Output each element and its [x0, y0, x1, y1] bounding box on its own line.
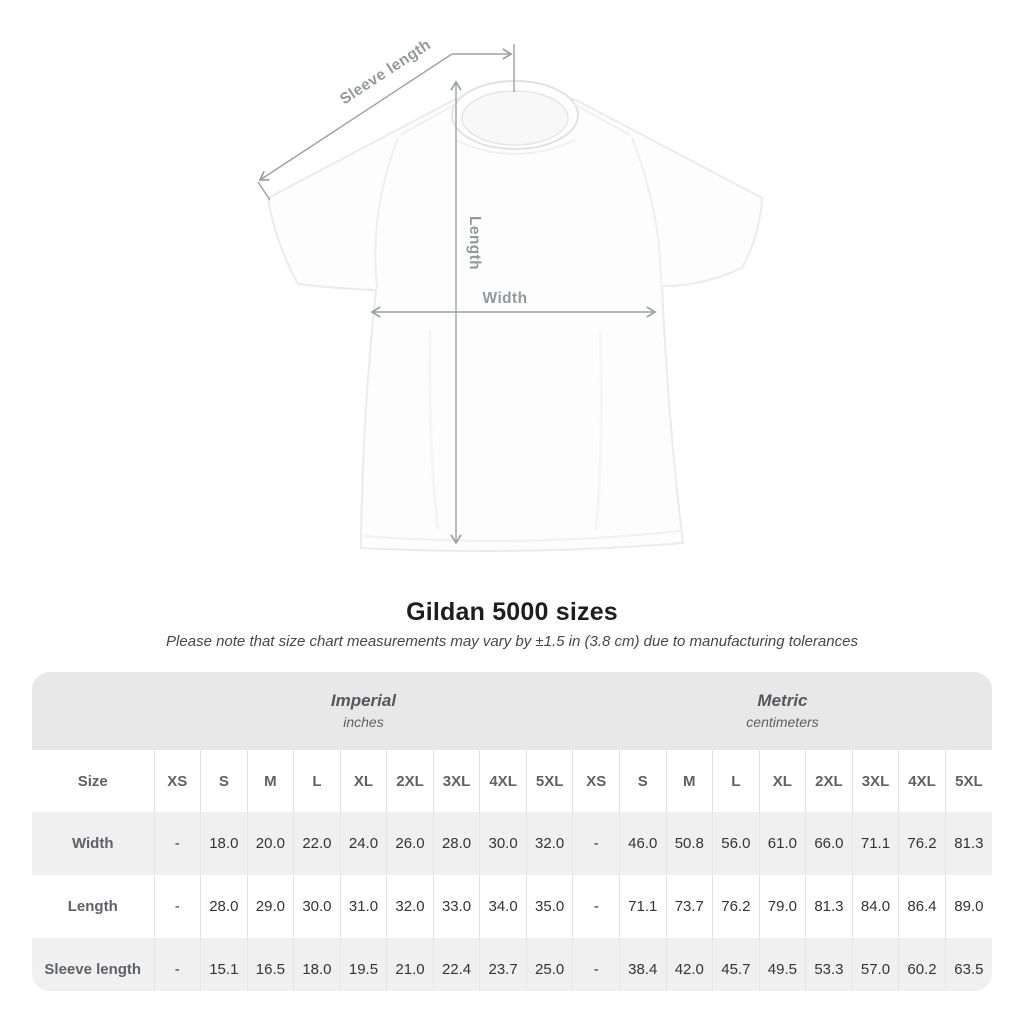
- value-cell: 42.0: [665, 938, 713, 991]
- value-cell: 15.1: [200, 938, 248, 991]
- value-cell: 22.4: [432, 938, 480, 991]
- value-cell: 49.5: [758, 938, 806, 991]
- value-cell: 50.8: [665, 812, 713, 875]
- size-table-container: Imperial inches Metric centimeters Size …: [32, 672, 992, 991]
- col-header-imperial-3xl: 3XL: [432, 750, 480, 812]
- row-label: Width: [32, 812, 154, 875]
- value-cell: 56.0: [712, 812, 760, 875]
- unit-group-spacer: [32, 672, 154, 750]
- metric-group-label: Metric: [757, 691, 808, 711]
- value-cell: 61.0: [758, 812, 806, 875]
- tshirt-measurement-diagram: Sleeve length Length Width: [257, 36, 763, 553]
- value-cell: 53.3: [805, 938, 853, 991]
- value-cell: 45.7: [712, 938, 760, 991]
- value-cell: 71.1: [618, 875, 667, 938]
- value-cell: 86.4: [898, 875, 946, 938]
- value-cell: 71.1: [851, 812, 899, 875]
- value-cell: -: [572, 938, 620, 991]
- col-header-imperial-4xl: 4XL: [479, 750, 527, 812]
- col-header-metric-5xl: 5XL: [944, 750, 992, 812]
- value-cell: 30.0: [293, 875, 341, 938]
- col-header-metric-l: L: [712, 750, 760, 812]
- value-cell: 35.0: [525, 875, 573, 938]
- metric-group-sublabel: centimeters: [746, 714, 819, 731]
- col-header-metric-2xl: 2XL: [805, 750, 853, 812]
- value-cell: 34.0: [479, 875, 527, 938]
- value-cell: 29.0: [246, 875, 294, 938]
- value-cell: -: [153, 812, 201, 875]
- value-cell: 60.2: [898, 938, 946, 991]
- tolerance-note: Please note that size chart measurements…: [166, 633, 858, 650]
- width-label: Width: [483, 290, 528, 307]
- imperial-group-label: Imperial: [330, 691, 397, 711]
- table-row: Length -28.0 29.0 30.0 31.0 32.0 33.0 34.0 35.0-…: [32, 875, 992, 938]
- value-cell: 33.0: [432, 875, 480, 938]
- col-header-imperial-xl: XL: [339, 750, 387, 812]
- value-cell: -: [153, 875, 201, 938]
- value-cell: 76.2: [898, 812, 946, 875]
- value-cell: 63.5: [944, 938, 992, 991]
- value-cell: 32.0: [386, 875, 434, 938]
- value-cell: 20.0: [246, 812, 294, 875]
- table-row: Sleeve length -15.1 16.5 18.0 19.5 21.0 22.4 23…: [32, 938, 992, 991]
- col-header-imperial-m: M: [246, 750, 294, 812]
- value-cell: 28.0: [200, 875, 248, 938]
- unit-group-metric: Metric centimeters: [572, 672, 992, 750]
- value-cell: 31.0: [339, 875, 387, 938]
- value-cell: -: [572, 812, 620, 875]
- value-cell: 38.4: [618, 938, 667, 991]
- col-header-metric-xl: XL: [758, 750, 806, 812]
- value-cell: 57.0: [851, 938, 899, 991]
- col-header-metric-xs: XS: [572, 750, 620, 812]
- value-cell: 21.0: [386, 938, 434, 991]
- value-cell: 22.0: [293, 812, 341, 875]
- col-header-metric-s: S: [618, 750, 667, 812]
- value-cell: 30.0: [479, 812, 527, 875]
- size-table: Imperial inches Metric centimeters Size …: [32, 672, 992, 991]
- length-label: Length: [466, 216, 483, 270]
- value-cell: 73.7: [665, 875, 713, 938]
- value-cell: 23.7: [479, 938, 527, 991]
- col-header-metric-3xl: 3XL: [851, 750, 899, 812]
- value-cell: 81.3: [944, 812, 992, 875]
- page-title: Gildan 5000 sizes: [406, 598, 618, 626]
- row-label: Sleeve length: [32, 938, 154, 991]
- value-cell: 24.0: [339, 812, 387, 875]
- value-cell: 76.2: [712, 875, 760, 938]
- value-cell: 18.0: [293, 938, 341, 991]
- col-header-imperial-5xl: 5XL: [525, 750, 573, 812]
- value-cell: 79.0: [758, 875, 806, 938]
- value-cell: 66.0: [805, 812, 853, 875]
- tshirt-graphic: [267, 80, 763, 553]
- col-header-imperial-l: L: [293, 750, 341, 812]
- value-cell: 19.5: [339, 938, 387, 991]
- col-header-metric-4xl: 4XL: [898, 750, 946, 812]
- value-cell: 84.0: [851, 875, 899, 938]
- col-header-imperial-xs: XS: [153, 750, 201, 812]
- unit-group-imperial: Imperial inches: [154, 672, 573, 750]
- imperial-group-sublabel: inches: [343, 714, 384, 731]
- col-header-imperial-2xl: 2XL: [386, 750, 434, 812]
- value-cell: -: [572, 875, 620, 938]
- value-cell: 81.3: [805, 875, 853, 938]
- size-header-row: Size XS S M L XL 2XL 3XL 4XL 5XL XS S M L XL 2XL 3XL 4XL…: [32, 750, 992, 812]
- value-cell: 28.0: [432, 812, 480, 875]
- value-cell: 32.0: [525, 812, 573, 875]
- value-cell: -: [153, 938, 201, 991]
- col-header-imperial-s: S: [200, 750, 248, 812]
- value-cell: 46.0: [618, 812, 667, 875]
- col-header-metric-m: M: [665, 750, 713, 812]
- value-cell: 26.0: [386, 812, 434, 875]
- value-cell: 89.0: [944, 875, 992, 938]
- row-label: Length: [32, 875, 154, 938]
- value-cell: 18.0: [200, 812, 248, 875]
- value-cell: 16.5: [246, 938, 294, 991]
- size-column-header: Size: [32, 750, 154, 812]
- sleeve-length-dimension: [257, 44, 515, 201]
- table-row: Width -18.0 20.0 22.0 24.0 26.0 28.0 30.0 32.0-4…: [32, 812, 992, 875]
- value-cell: 25.0: [525, 938, 573, 991]
- unit-group-row: Imperial inches Metric centimeters: [32, 672, 992, 750]
